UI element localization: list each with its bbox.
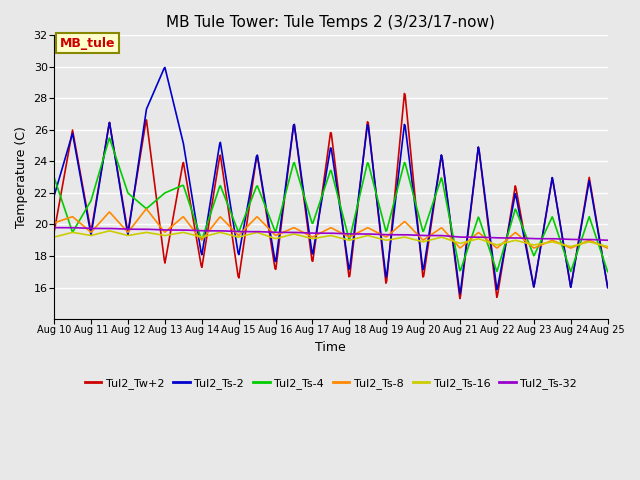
Y-axis label: Temperature (C): Temperature (C) <box>15 126 28 228</box>
Text: MB_tule: MB_tule <box>60 36 115 50</box>
Title: MB Tule Tower: Tule Temps 2 (3/23/17-now): MB Tule Tower: Tule Temps 2 (3/23/17-now… <box>166 15 495 30</box>
Legend: Tul2_Tw+2, Tul2_Ts-2, Tul2_Ts-4, Tul2_Ts-8, Tul2_Ts-16, Tul2_Ts-32: Tul2_Tw+2, Tul2_Ts-2, Tul2_Ts-4, Tul2_Ts… <box>80 373 581 393</box>
X-axis label: Time: Time <box>316 341 346 354</box>
